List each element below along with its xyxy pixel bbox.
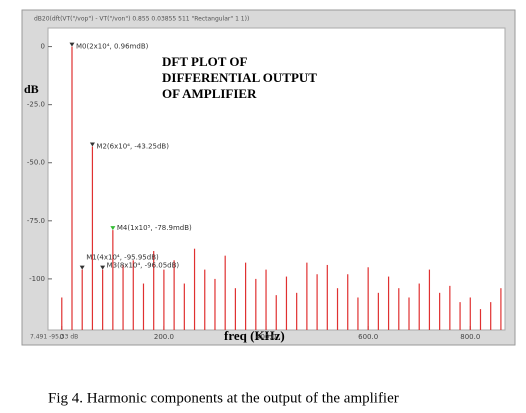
y-tick-label: -25.0 [27, 101, 45, 109]
y-tick-label: 0 [41, 43, 45, 51]
readout: 7.491 -95.33 dB [30, 334, 78, 341]
header: dB20(dft(VT("/vop") - VT("/von") 0.855 0… [34, 16, 249, 23]
marker [110, 226, 116, 231]
y-tick-label: -100 [29, 275, 45, 283]
title-line: DFT PLOT OF [162, 54, 248, 69]
title-line: OF AMPLIFIER [162, 86, 257, 101]
y-axis-label: dB [24, 82, 39, 96]
x-tick-label: 600.0 [358, 333, 378, 341]
marker-label: M2(6x10⁴, -43.25dB) [96, 142, 169, 150]
marker-label: M1(4x10⁴, -95.95dB) [86, 254, 159, 262]
x-tick-label: 800.0 [460, 333, 480, 341]
title-line: DIFFERENTIAL OUTPUT [162, 70, 317, 85]
x-axis-label: freq (KHz) [224, 328, 285, 343]
y-tick-label: -75.0 [27, 217, 45, 225]
marker [69, 42, 75, 47]
marker [89, 142, 95, 147]
marker-label: M0(2x10⁴, 0.96mdB) [76, 43, 149, 51]
marker-label: M4(1x10⁵, -78.9mdB) [117, 224, 192, 232]
y-tick-label: -50.0 [27, 159, 45, 167]
caption: Fig 4. Harmonic components at the output… [48, 390, 399, 406]
x-tick-label: 400.0 [256, 333, 276, 341]
x-tick-label: 200.0 [154, 333, 174, 341]
marker [100, 265, 106, 270]
x-tick-label: 0 [60, 333, 64, 341]
marker-label: M3(8x10⁴, -96.05dB) [107, 262, 180, 270]
marker [79, 265, 85, 270]
